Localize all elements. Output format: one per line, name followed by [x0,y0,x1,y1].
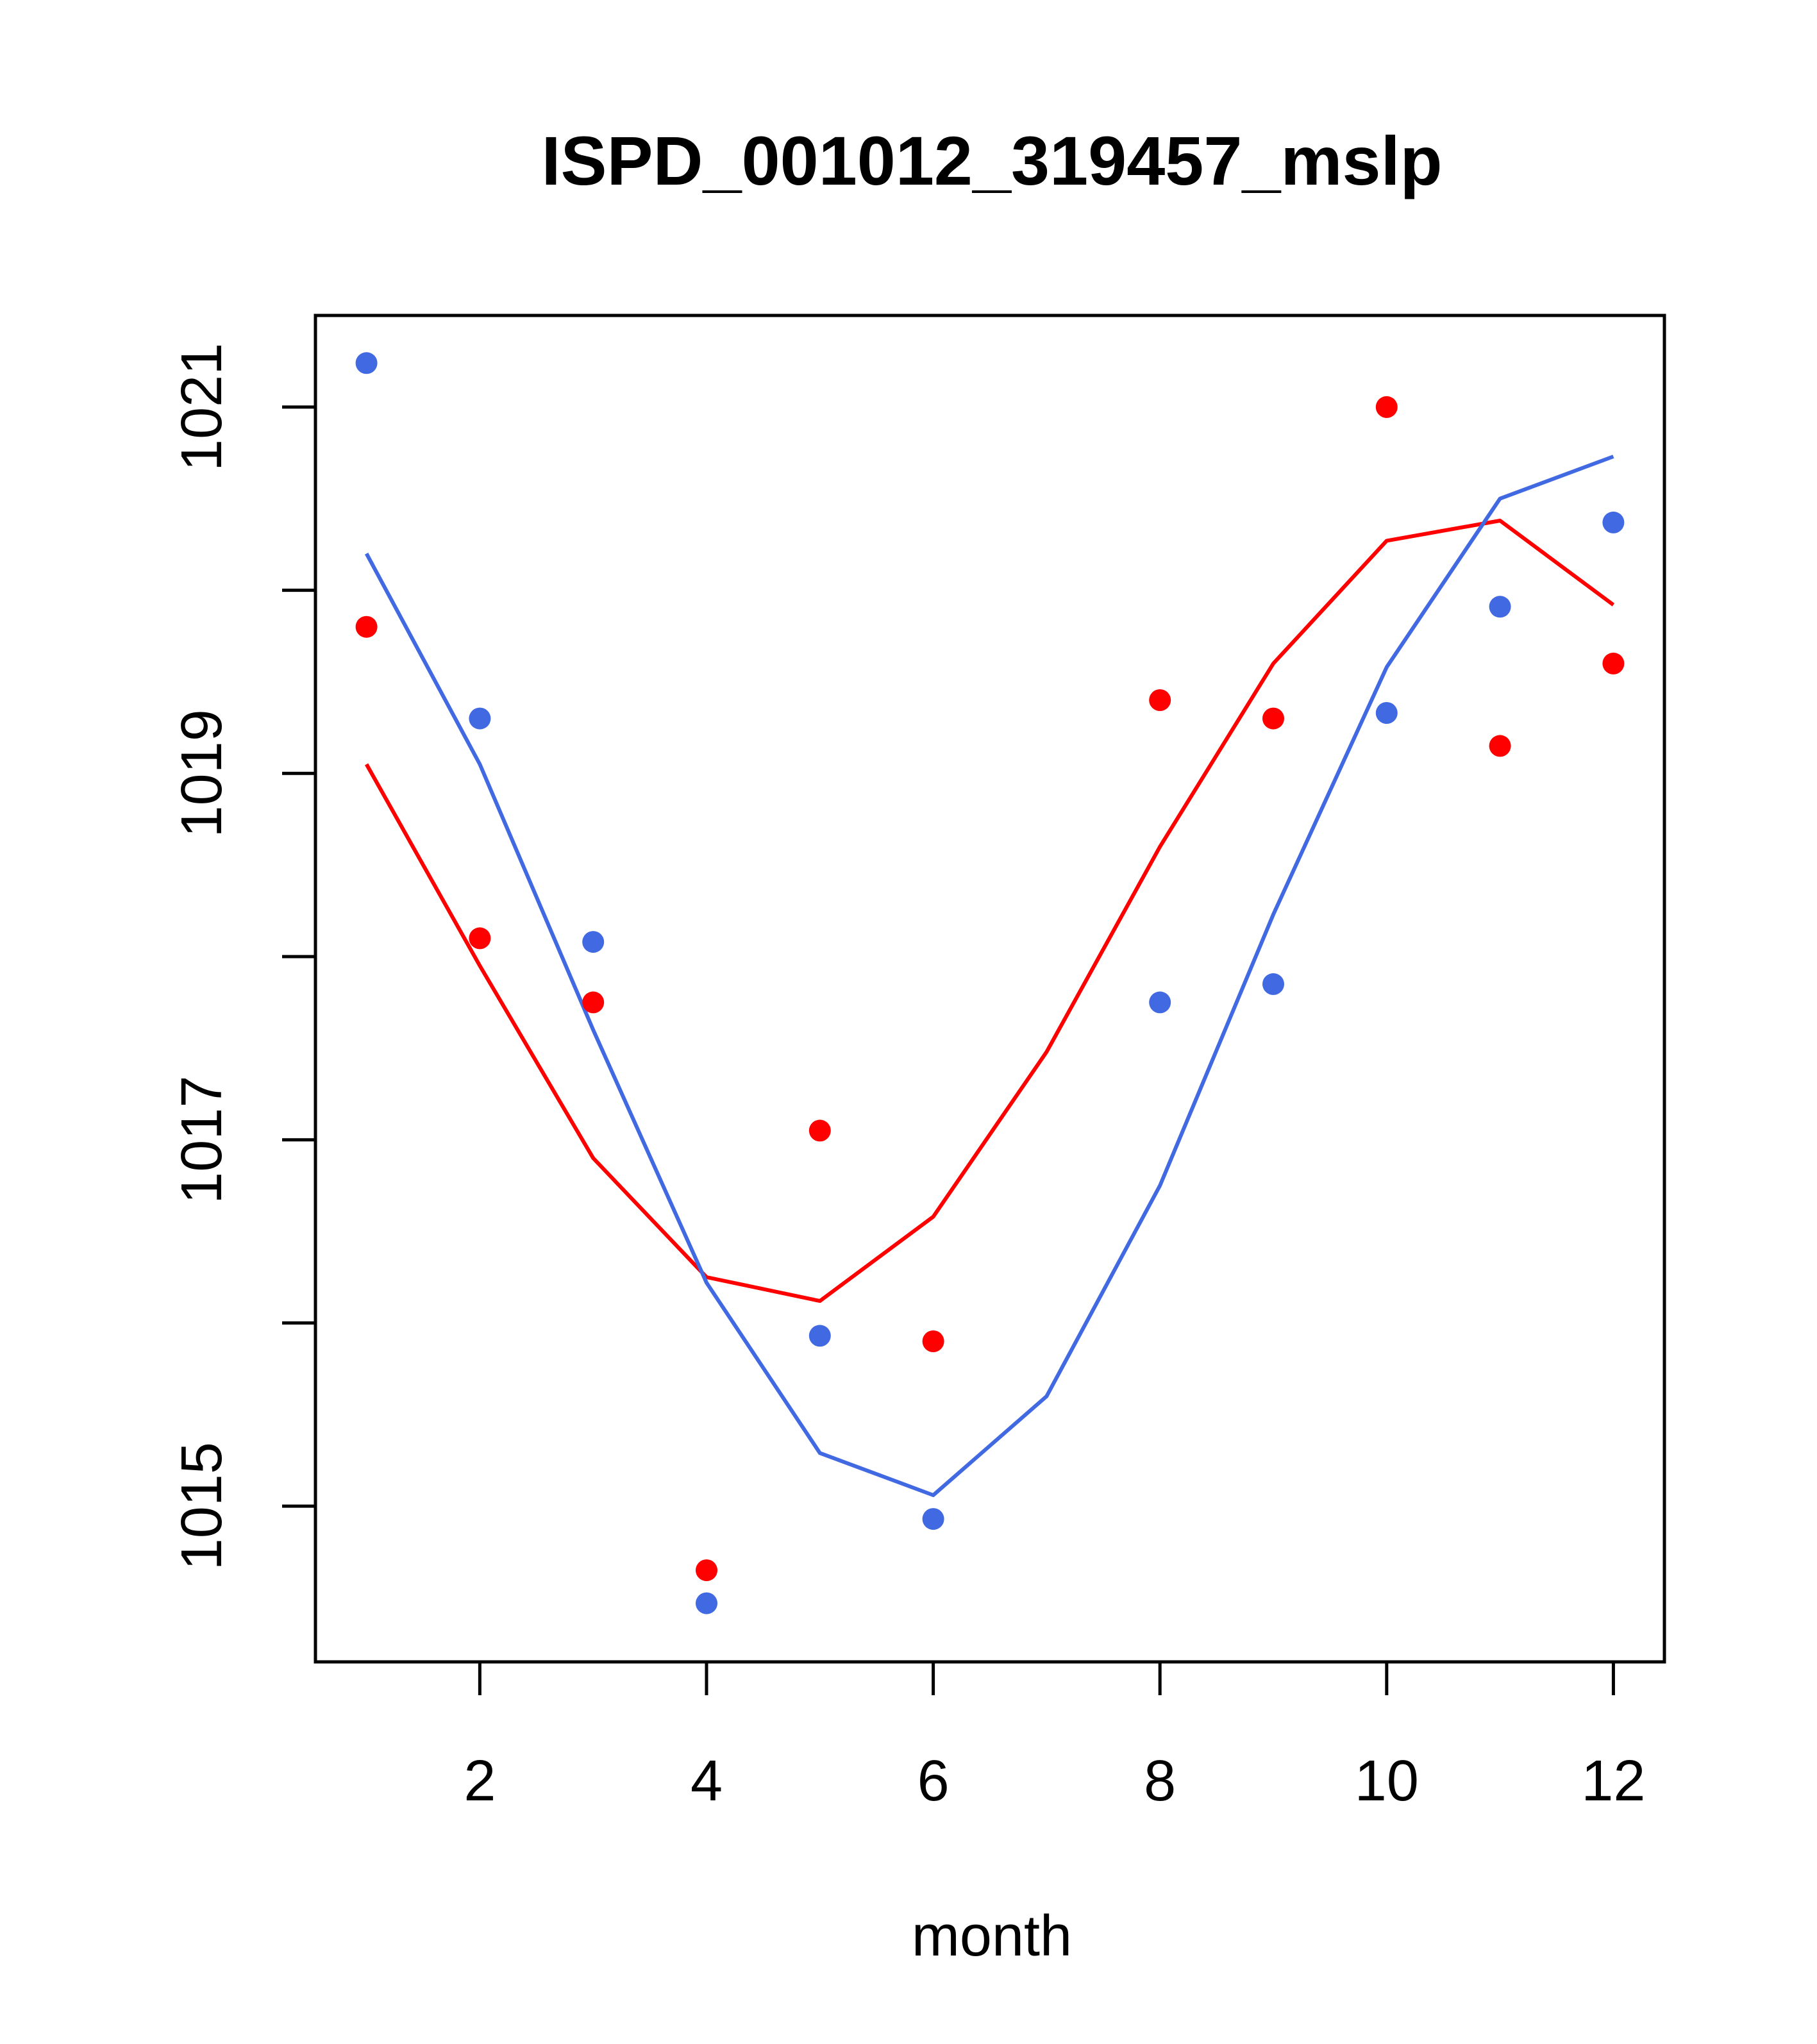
chart-title: ISPD_001012_319457_mslp [541,122,1442,199]
red-points-point [1262,707,1284,730]
blue-points-point [696,1592,717,1614]
red-points-point [355,616,378,638]
red-points-point [1602,652,1625,674]
x-tick-label: 12 [1581,1749,1645,1813]
x-axis: 2 4 6 8 10 12 [464,1662,1645,1813]
y-tick-label: 1021 [170,343,234,471]
plot-frame [314,314,1666,1664]
x-tick-label: 2 [464,1749,496,1813]
red-points-point [582,991,605,1014]
x-tick-label: 8 [1144,1749,1176,1813]
blue-points-point [1375,702,1398,724]
blue-points-point [1262,973,1284,995]
red-line [364,519,1615,1303]
red-points-point [1375,396,1398,418]
red-points-point [469,927,491,950]
blue-points-point [355,352,378,374]
blue-points-point [1489,596,1511,618]
blue-points-point [469,707,491,730]
red-points-point [696,1559,717,1582]
blue-points-point [1149,991,1171,1014]
x-tick-label: 6 [917,1749,950,1813]
red-points-point [922,1330,944,1352]
red-points-point [1149,689,1171,711]
y-axis: 1015 1017 1019 1021 [170,343,315,1570]
blue-line [364,455,1614,1497]
blue-points-point [808,1325,831,1347]
red-points-point [1489,735,1511,757]
x-tick-label: 4 [691,1749,723,1813]
series-layer [355,352,1625,1614]
blue-points-point [1602,511,1625,533]
x-axis-label: month [912,1904,1072,1968]
blue-points-point [922,1508,944,1530]
red-points-point [808,1119,831,1142]
y-tick-label: 1015 [170,1442,234,1570]
blue-points-point [582,931,605,953]
y-tick-label: 1019 [170,709,234,837]
x-tick-label: 10 [1355,1749,1419,1813]
y-tick-label: 1017 [170,1076,234,1204]
